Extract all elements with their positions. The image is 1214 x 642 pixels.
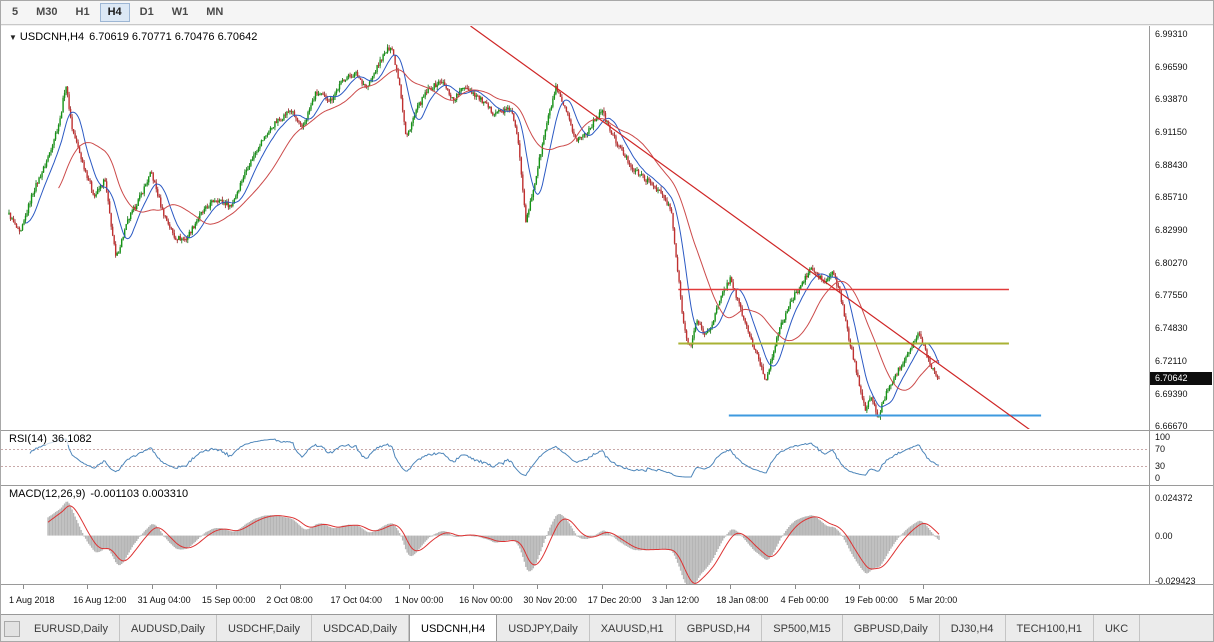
timeframe-h4[interactable]: H4: [99, 3, 130, 22]
tab-usdchf-daily[interactable]: USDCHF,Daily: [216, 615, 313, 641]
time-axis-label: 17 Oct 04:00: [330, 595, 383, 605]
price-axis-label: 6.72110: [1155, 355, 1187, 366]
ohlc-values: 6.70619 6.70771 6.70476 6.70642: [89, 31, 258, 43]
tab-usdjpy-daily[interactable]: USDJPY,Daily: [497, 615, 590, 641]
rsi-axis[interactable]: 100 70 30 0: [1150, 431, 1213, 485]
rsi-value: 36.1082: [51, 433, 92, 445]
time-axis-label: 18 Jan 08:00: [716, 595, 769, 605]
time-axis-tick: [730, 585, 732, 589]
price-axis-label: 6.82990: [1155, 225, 1188, 236]
chart-area[interactable]: 6.99310 6.96590 6.93870 6.91150 6.88430 6.857…: [1, 26, 1213, 614]
chart-symbol-header[interactable]: ▼ USDCNH,H4 6.70619 6.70771 6.70476 6.7064…: [9, 31, 257, 43]
time-axis-tick: [923, 585, 925, 589]
time-axis-label: 2 Oct 08:00: [266, 595, 313, 605]
tab-ukc[interactable]: UKC: [1093, 615, 1141, 641]
macd-axis-label: 0.00: [1155, 530, 1173, 541]
time-axis-label: 16 Nov 00:00: [459, 595, 513, 605]
time-axis-label: 17 Dec 20:00: [587, 595, 642, 605]
chart-list-icon[interactable]: [4, 621, 20, 637]
time-axis-tick: [23, 585, 24, 589]
time-axis-tick: [151, 585, 153, 589]
tab-dj30-h4[interactable]: DJ30,H4: [939, 615, 1006, 641]
time-axis-label: 3 Jan 12:00: [652, 595, 700, 605]
time-axis-tick: [666, 585, 667, 589]
tab-strip: EURUSD,Daily AUDUSD,Daily USDCHF,Daily USDC…: [23, 615, 1141, 641]
time-axis-label: 30 Nov 20:00: [523, 595, 577, 605]
timeframe-toolbar: 5 M30 H1 H4 D1 W1 MN: [1, 1, 1213, 25]
time-axis-tick: [858, 585, 860, 589]
tab-usdcnh-h4[interactable]: USDCNH,H4: [409, 615, 498, 641]
symbol-tabbar: EURUSD,Daily AUDUSD,Daily USDCHF,Daily USDC…: [1, 614, 1213, 641]
price-axis-label: 6.96590: [1155, 61, 1188, 72]
rsi-axis-label: 100: [1155, 432, 1171, 443]
time-axis-tick: [473, 585, 475, 589]
macd-values: -0.001103 0.003310: [90, 488, 189, 500]
price-axis-label: 6.66670: [1155, 421, 1188, 432]
time-axis-label: 31 Aug 04:00: [137, 595, 191, 605]
price-axis-label: 6.99310: [1155, 28, 1188, 39]
tab-tech100-h1[interactable]: TECH100,H1: [1005, 615, 1094, 641]
time-axis-label: 19 Feb 00:00: [844, 595, 898, 605]
price-axis-label: 6.91150: [1155, 127, 1187, 137]
tab-gbpusd-h4[interactable]: GBPUSD,H4: [675, 615, 763, 641]
pane-separator-time: [1, 584, 1213, 585]
timeframe-m30[interactable]: M30: [36, 6, 58, 18]
rsi-header: RSI(14) 36.1082: [9, 433, 92, 445]
price-axis-label: 6.77550: [1155, 290, 1188, 301]
tab-eurusd-daily[interactable]: EURUSD,Daily: [23, 615, 120, 641]
time-axis-tick: [601, 585, 603, 589]
rsi-pane-canvas[interactable]: [1, 431, 1149, 485]
time-axis-label: 16 Aug 12:00: [73, 595, 127, 605]
timeframe-w1[interactable]: W1: [171, 6, 189, 18]
dropdown-arrow-icon[interactable]: ▼: [9, 33, 17, 42]
time-axis-label: 5 Mar 20:00: [909, 595, 958, 605]
rsi-axis-label: 0: [1155, 472, 1161, 483]
time-axis-tick: [537, 585, 539, 589]
tab-gbpusd-daily[interactable]: GBPUSD,Daily: [842, 615, 940, 641]
tab-xauusd-h1[interactable]: XAUUSD,H1: [589, 615, 676, 641]
macd-header: MACD(12,26,9) -0.001103 0.003310: [9, 488, 189, 500]
price-scale-separator: [1149, 26, 1150, 585]
time-axis-tick: [280, 585, 282, 589]
time-axis-label: 1 Aug 2018: [9, 595, 55, 605]
time-axis-tick: [794, 585, 796, 589]
timeframe-mn[interactable]: MN: [206, 6, 224, 18]
time-axis[interactable]: 1 Aug 2018 16 Aug 12:00 31 Aug 04:00 15 Sep…: [1, 585, 1149, 614]
tab-audusd-daily[interactable]: AUDUSD,Daily: [119, 615, 217, 641]
macd-axis-label: -0.029423: [1155, 575, 1196, 586]
time-axis-label: 1 Nov 00:00: [394, 595, 444, 605]
current-price-tag: 6.70642: [1150, 371, 1212, 385]
price-axis-label: 6.88430: [1155, 159, 1188, 170]
time-axis-tick: [408, 585, 410, 589]
tab-sp500-m15[interactable]: SP500,M15: [762, 615, 843, 641]
timeframe-h1[interactable]: H1: [75, 6, 90, 18]
rsi-label: RSI(14): [9, 433, 47, 445]
macd-axis[interactable]: 0.024372 0.00 -0.029423: [1150, 486, 1213, 586]
macd-pane-canvas[interactable]: [1, 486, 1149, 584]
time-axis-label: 15 Sep 00:00: [201, 595, 256, 605]
timeframe-5[interactable]: 5: [12, 6, 19, 18]
time-axis-tick: [87, 585, 89, 589]
price-chart-canvas[interactable]: [1, 26, 1149, 429]
time-axis-label: 4 Feb 00:00: [780, 595, 829, 605]
timeframe-d1[interactable]: D1: [139, 6, 154, 18]
tab-usdcad-daily[interactable]: USDCAD,Daily: [312, 615, 410, 641]
price-axis-label: 6.85710: [1155, 192, 1188, 203]
pane-separator-macd[interactable]: [1, 485, 1213, 486]
price-axis-label: 6.74830: [1155, 323, 1188, 334]
time-axis-tick: [215, 585, 217, 589]
macd-label: MACD(12,26,9): [9, 488, 86, 500]
rsi-axis-label: 70: [1155, 444, 1166, 455]
price-axis-label: 6.93870: [1155, 94, 1188, 105]
timeframe-buttons: 5 M30 H1 H4 D1 W1 MN: [1, 1, 232, 24]
pane-separator-rsi[interactable]: [1, 430, 1213, 431]
symbol-timeframe-label: USDCNH,H4: [19, 31, 85, 43]
macd-axis-label: 0.024372: [1155, 492, 1193, 503]
price-axis-label: 6.69390: [1155, 388, 1188, 399]
rsi-axis-label: 30: [1155, 460, 1166, 471]
price-axis[interactable]: 6.99310 6.96590 6.93870 6.91150 6.88430 6.857…: [1150, 26, 1213, 432]
price-axis-label: 6.80270: [1155, 257, 1188, 268]
time-axis-tick: [344, 585, 346, 589]
